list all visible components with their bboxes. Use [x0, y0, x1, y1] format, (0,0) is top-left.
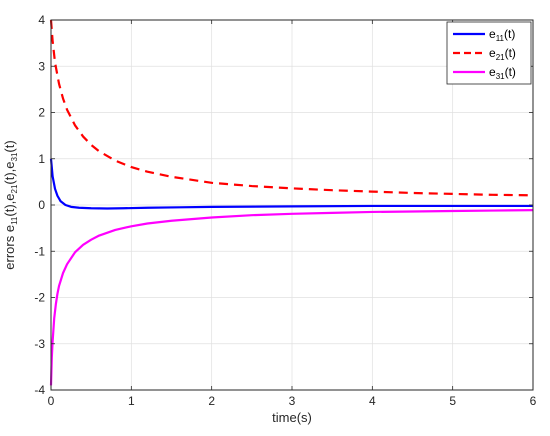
legend-label: e11(t) [489, 27, 515, 43]
legend-label: e21(t) [489, 46, 516, 62]
y-tick-label: -2 [34, 291, 45, 305]
legend-box [446, 21, 532, 85]
x-tick-label: 4 [369, 394, 376, 408]
y-label-part: (t) [2, 140, 17, 152]
x-tick-label: 6 [530, 394, 537, 408]
y-label-part: errors e [2, 225, 17, 270]
y-axis-label: errors e11(t),e21(t),e31(t) [2, 140, 19, 269]
series-line-e11 [49, 158, 533, 210]
y-tick-label: 0 [38, 198, 45, 212]
y-tick-label: 4 [38, 13, 45, 27]
y-label-sub: 21 [10, 184, 19, 193]
x-tick-label: 3 [289, 394, 296, 408]
y-axis-ticks: -4 -3 -2 -1 0 1 2 3 4 [34, 13, 533, 397]
y-tick-label: -4 [34, 383, 45, 397]
x-tick-label: 2 [208, 394, 215, 408]
series-line-e21 [49, 19, 534, 197]
y-label-sub: 31 [10, 152, 19, 161]
y-tick-label: -3 [34, 337, 45, 351]
y-tick-label: 1 [38, 152, 45, 166]
y-tick-label: 3 [38, 59, 45, 73]
series-lines [49, 19, 534, 386]
y-tick-label: 2 [38, 106, 45, 120]
x-tick-label: 0 [48, 394, 55, 408]
x-axis-ticks: 0 1 2 3 4 5 6 [48, 20, 537, 408]
y-tick-label: -1 [34, 244, 45, 258]
series-line-e31 [49, 208, 534, 386]
legend: e11(t) e21(t) e31(t) [446, 21, 532, 85]
y-label-sub: 11 [10, 216, 19, 225]
y-label-part: (t),e [2, 193, 17, 216]
x-tick-label: 1 [128, 394, 135, 408]
x-axis-label: time(s) [272, 410, 312, 425]
legend-label: e31(t) [489, 65, 516, 81]
y-label-part: (t),e [2, 161, 17, 184]
x-tick-label: 5 [449, 394, 456, 408]
